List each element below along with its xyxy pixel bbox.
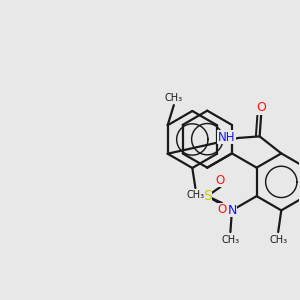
Text: N: N: [227, 204, 237, 217]
Text: O: O: [217, 203, 226, 216]
Text: CH₃: CH₃: [221, 235, 239, 245]
Text: NH: NH: [218, 131, 236, 144]
Text: CH₃: CH₃: [269, 235, 287, 245]
Text: O: O: [256, 101, 266, 114]
Text: CH₃: CH₃: [165, 93, 183, 103]
Text: S: S: [203, 189, 212, 203]
Text: CH₃: CH₃: [186, 190, 205, 200]
Text: O: O: [216, 174, 225, 187]
